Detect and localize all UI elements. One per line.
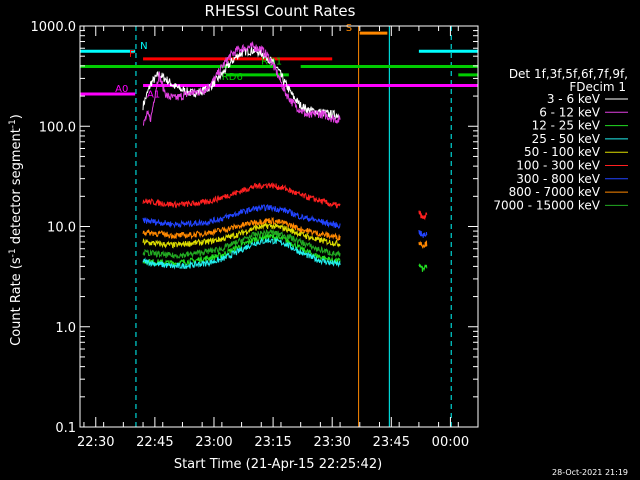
series-layer — [142, 40, 428, 272]
legend-header-line2: FDecim 1 — [569, 80, 626, 94]
series-trace — [142, 228, 341, 259]
chart-title: RHESSI Count Rates — [205, 2, 356, 20]
footer-timestamp: 28-Oct-2021 21:19 — [552, 468, 628, 477]
flag-label: A1 — [147, 89, 160, 100]
y-axis-label-part3: ) — [9, 114, 24, 119]
series-trace — [142, 204, 341, 229]
series-trace — [142, 182, 341, 209]
x-tick-label: 23:00 — [195, 435, 232, 450]
plot-axes: 0.1 1.0 10.0 100.0 1000.0 22:30 22:45 23:00 23:1… — [31, 20, 479, 450]
flag-label: RD6 — [222, 72, 243, 83]
y-tick-label: 1.0 — [55, 321, 76, 336]
legend-label: 25 - 50 keV — [532, 132, 601, 146]
series-trace — [142, 216, 341, 242]
series-trace — [418, 240, 428, 249]
x-tick-label: 23:45 — [373, 435, 410, 450]
series-trace — [418, 229, 428, 238]
legend-label: 7000 - 15000 keV — [493, 198, 600, 212]
x-tick-label: 22:45 — [136, 435, 173, 450]
series-trace — [418, 210, 428, 221]
y-axis-label-sup2: -1 — [8, 119, 18, 128]
series-trace — [418, 262, 428, 272]
legend-header-line1: Det 1f,3f,5f,6f,7f,9f, — [509, 67, 628, 81]
series-trace — [142, 237, 341, 270]
x-tick-label: 23:30 — [313, 435, 350, 450]
legend-label: 12 - 25 keV — [532, 119, 601, 133]
y-tick-label: 100.0 — [39, 120, 76, 135]
legend-label: 3 - 6 keV — [547, 92, 601, 106]
y-axis-label-sup1: -1 — [8, 248, 18, 257]
series-trace — [142, 222, 341, 249]
series-trace — [143, 40, 341, 126]
x-tick-label: 23:15 — [254, 435, 291, 450]
legend-label: 800 - 7000 keV — [509, 185, 601, 199]
y-tick-label: 0.1 — [55, 421, 76, 436]
legend-label: 100 - 300 keV — [516, 159, 600, 173]
flag-label: F — [129, 49, 135, 60]
y-tick-label: 1000.0 — [31, 20, 77, 35]
x-axis-label: Start Time (21-Apr-15 22:25:42) — [174, 457, 382, 472]
legend-label: 300 - 800 keV — [516, 172, 600, 186]
flag-label: A0 — [115, 84, 128, 95]
x-tick-label: 22:30 — [77, 435, 114, 450]
flag-label: N — [140, 41, 147, 52]
flag-label: S — [346, 23, 352, 34]
legend-label: 6 - 12 keV — [539, 105, 601, 119]
legend-label: 50 - 100 keV — [524, 145, 601, 159]
x-tick-label: 00:00 — [432, 435, 469, 450]
legend: Det 1f,3f,5f,6f,7f,9f, FDecim 1 3 - 6 ke… — [493, 67, 628, 212]
y-axis-label-part1: Count Rate (s — [9, 257, 24, 346]
y-axis-label-part2: detector segment — [9, 128, 24, 248]
y-axis-label: Count Rate (s-1 detector segment-1) — [8, 114, 24, 346]
series-trace — [142, 46, 341, 120]
y-tick-label: 10.0 — [47, 221, 76, 236]
